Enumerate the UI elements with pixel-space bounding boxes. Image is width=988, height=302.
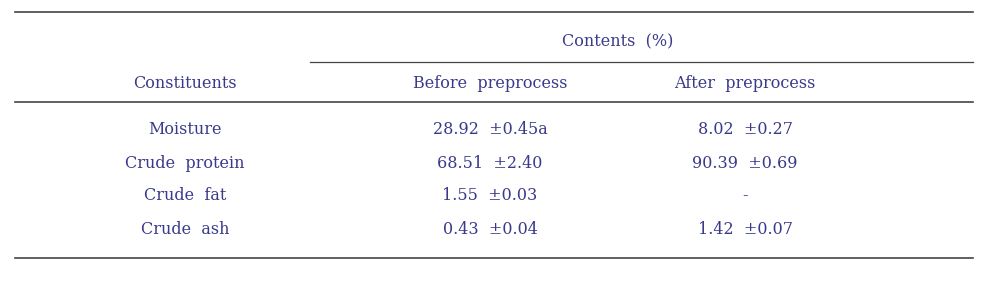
Text: 68.51  ±2.40: 68.51 ±2.40 [438,155,542,172]
Text: 90.39  ±0.69: 90.39 ±0.69 [693,155,797,172]
Text: Constituents: Constituents [133,76,237,92]
Text: Contents  (%): Contents (%) [562,34,673,50]
Text: Moisture: Moisture [148,121,221,139]
Text: Crude  fat: Crude fat [144,188,226,204]
Text: Crude  protein: Crude protein [125,155,245,172]
Text: Crude  ash: Crude ash [140,220,229,237]
Text: 1.42  ±0.07: 1.42 ±0.07 [698,220,792,237]
Text: After  preprocess: After preprocess [675,76,816,92]
Text: 1.55  ±0.03: 1.55 ±0.03 [443,188,537,204]
Text: -: - [742,188,748,204]
Text: 0.43  ±0.04: 0.43 ±0.04 [443,220,537,237]
Text: 8.02  ±0.27: 8.02 ±0.27 [698,121,792,139]
Text: Before  preprocess: Before preprocess [413,76,567,92]
Text: 28.92  ±0.45a: 28.92 ±0.45a [433,121,547,139]
